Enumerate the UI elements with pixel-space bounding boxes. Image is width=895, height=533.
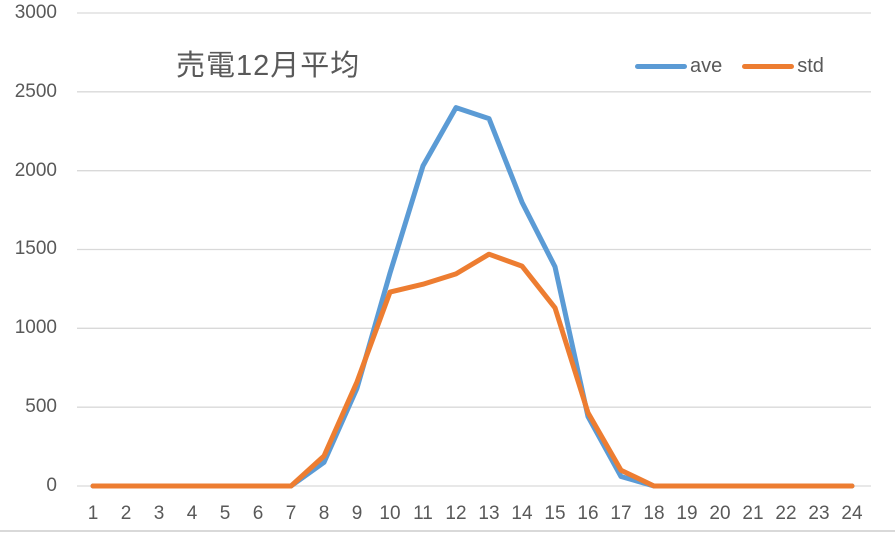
legend-label-std: std <box>797 55 824 77</box>
x-tick-label: 10 <box>379 503 401 524</box>
y-tick-label: 3000 <box>14 2 57 23</box>
legend: ave std <box>635 52 824 80</box>
x-tick-label: 23 <box>808 503 830 524</box>
x-tick-label: 6 <box>252 503 264 524</box>
chart-border-bottom <box>0 530 895 532</box>
legend-item-std: std <box>742 56 824 76</box>
x-tick-label: 15 <box>544 503 566 524</box>
y-tick-label: 1500 <box>14 238 57 259</box>
y-tick-label: 500 <box>25 396 57 417</box>
x-tick-label: 18 <box>643 503 665 524</box>
x-tick-label: 1 <box>87 503 99 524</box>
y-tick-label: 1000 <box>14 317 57 338</box>
y-tick-label: 0 <box>46 475 57 496</box>
x-tick-label: 7 <box>285 503 297 524</box>
x-tick-label: 17 <box>610 503 632 524</box>
y-tick-label: 2000 <box>14 160 57 181</box>
x-tick-label: 24 <box>841 503 863 524</box>
x-tick-label: 14 <box>511 503 533 524</box>
std-line-swatch-icon <box>742 63 795 69</box>
legend-label-ave: ave <box>690 55 723 77</box>
chart-title: 売電12月平均 <box>176 50 361 82</box>
x-tick-label: 21 <box>742 503 764 524</box>
x-tick-label: 2 <box>120 503 132 524</box>
x-tick-label: 3 <box>153 503 165 524</box>
x-tick-label: 20 <box>709 503 731 524</box>
x-tick-label: 9 <box>351 503 363 524</box>
x-tick-label: 19 <box>676 503 698 524</box>
x-tick-label: 12 <box>445 503 467 524</box>
x-tick-label: 5 <box>219 503 231 524</box>
legend-item-ave: ave <box>635 56 722 76</box>
x-tick-label: 8 <box>318 503 330 524</box>
x-tick-label: 13 <box>478 503 500 524</box>
x-tick-label: 4 <box>186 503 198 524</box>
x-tick-label: 16 <box>577 503 599 524</box>
ave-line-swatch-icon <box>635 63 687 69</box>
x-tick-label: 11 <box>413 503 433 524</box>
x-tick-label: 22 <box>775 503 797 524</box>
y-tick-label: 2500 <box>14 81 57 102</box>
